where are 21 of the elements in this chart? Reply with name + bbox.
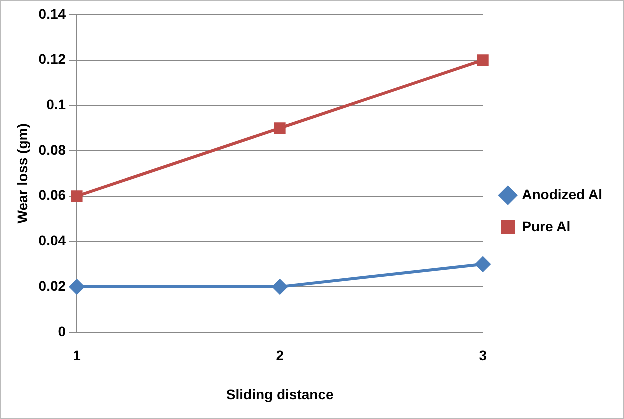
y-tick-label: 0.04 — [38, 232, 66, 249]
point — [274, 122, 286, 134]
y-tick-label: 0.12 — [38, 51, 66, 68]
y-tick-label: 0.14 — [38, 6, 66, 22]
x-tick-label: 1 — [73, 348, 82, 364]
y-tick-label: 0.02 — [38, 278, 66, 294]
legend-label: Pure Al — [522, 218, 571, 234]
y-tick-label: 0.06 — [38, 187, 66, 204]
y-tick-label: 0.1 — [46, 96, 66, 113]
x-axis-title: Sliding distance — [226, 386, 334, 402]
point — [476, 256, 491, 272]
y-tick-label: 0 — [58, 323, 66, 340]
point — [477, 54, 489, 66]
y-tick-label: 0.08 — [38, 142, 66, 158]
x-tick-label: 3 — [479, 348, 488, 364]
y-axis-title: Wear loss (gm) — [14, 124, 30, 224]
point — [70, 280, 85, 295]
legend-label: Anodized Al — [522, 186, 602, 202]
x-tick-label: 2 — [276, 348, 284, 364]
point — [71, 190, 83, 202]
point — [272, 280, 288, 295]
